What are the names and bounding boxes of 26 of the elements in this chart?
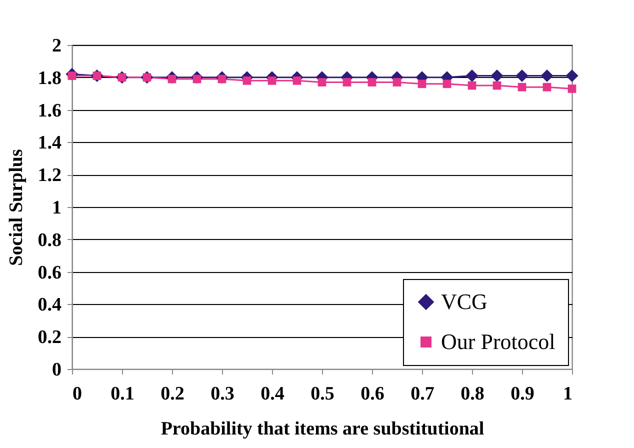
x-tick-label: 0.7 bbox=[410, 384, 435, 404]
y-tick-label: 1.8 bbox=[38, 68, 62, 89]
x-tick-label: 0.2 bbox=[160, 384, 184, 404]
y-tick-label: 1.6 bbox=[38, 100, 62, 122]
y-tick-label: 1.2 bbox=[38, 165, 62, 186]
y-tick-label: 0 bbox=[52, 360, 62, 380]
y-tick-label: 0.6 bbox=[38, 262, 62, 284]
x-tick-label: 0.9 bbox=[510, 384, 534, 404]
x-tick-label: 0 bbox=[72, 384, 82, 404]
y-tick-label: 2 bbox=[52, 36, 62, 56]
y-tick-label: 0.4 bbox=[38, 294, 62, 316]
x-tick-label: 0.1 bbox=[110, 384, 134, 404]
x-tick-label: 1 bbox=[563, 384, 572, 404]
y-tick-label: 0.2 bbox=[38, 327, 62, 348]
y-tick-label: 0.8 bbox=[38, 230, 62, 251]
x-tick-label: 0.3 bbox=[210, 384, 234, 404]
y-tick-label: 1 bbox=[52, 198, 62, 218]
y-tick-label: 1.4 bbox=[38, 132, 62, 154]
x-tick-label: 0.8 bbox=[460, 384, 484, 404]
legend-label: VCG bbox=[441, 289, 488, 314]
x-tick-label: 0.6 bbox=[360, 384, 384, 404]
legend-label: Our Protocol bbox=[441, 329, 556, 354]
x-tick-label: 0.4 bbox=[260, 384, 285, 404]
x-tick-label: 0.5 bbox=[310, 384, 334, 404]
x-axis-title: Probability that items are substitutional bbox=[160, 418, 484, 440]
y-axis-title: Social Surplus bbox=[6, 149, 27, 266]
